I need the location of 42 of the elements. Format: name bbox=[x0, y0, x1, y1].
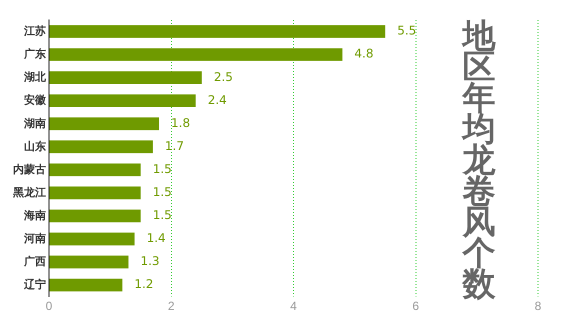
bar bbox=[50, 232, 135, 246]
x-tick-label: 2 bbox=[168, 299, 175, 314]
y-tick-label: 辽宁 bbox=[23, 278, 46, 292]
y-tick-label: 安徽 bbox=[24, 94, 47, 107]
bar bbox=[50, 117, 160, 130]
data-label: 2.5 bbox=[214, 70, 233, 84]
bar bbox=[50, 48, 342, 61]
x-tick-label: 8 bbox=[534, 299, 542, 314]
y-tick-label: 山东 bbox=[24, 140, 46, 153]
data-label: 4.8 bbox=[354, 46, 374, 61]
bar bbox=[50, 163, 141, 176]
data-label: 1.5 bbox=[152, 185, 172, 199]
bar bbox=[50, 210, 141, 222]
bar bbox=[50, 94, 196, 108]
bar bbox=[50, 256, 128, 268]
data-label: 1.8 bbox=[171, 116, 190, 130]
data-label: 1.2 bbox=[134, 277, 154, 292]
data-label: 1.5 bbox=[152, 162, 172, 176]
y-tick-label: 广东 bbox=[23, 48, 46, 61]
bar bbox=[50, 25, 386, 38]
y-tick-label: 湖北 bbox=[23, 70, 47, 84]
bar bbox=[50, 186, 141, 200]
x-tick-label: 0 bbox=[46, 299, 53, 314]
x-tick-label: 6 bbox=[412, 299, 420, 314]
bar bbox=[50, 71, 202, 84]
y-tick-label: 海南 bbox=[23, 208, 46, 222]
data-label: 1.3 bbox=[140, 254, 160, 268]
data-label: 5.5 bbox=[397, 24, 416, 38]
y-tick-label: 内蒙古 bbox=[13, 162, 46, 176]
y-tick-label: 黑龙江 bbox=[12, 186, 46, 199]
y-tick-label: 湖南 bbox=[23, 116, 46, 130]
y-tick-label: 广西 bbox=[23, 255, 46, 268]
chart-title: 地区年均龙卷风个数 bbox=[462, 16, 496, 303]
data-label: 1.7 bbox=[164, 138, 184, 153]
data-label: 2.4 bbox=[208, 92, 227, 107]
bar bbox=[50, 140, 153, 154]
data-label: 1.5 bbox=[152, 208, 172, 222]
data-label: 1.4 bbox=[146, 231, 166, 246]
y-tick-label: 江苏 bbox=[23, 24, 46, 38]
y-tick-label: 河南 bbox=[23, 232, 46, 246]
bar bbox=[50, 278, 122, 292]
x-tick-label: 4 bbox=[290, 299, 298, 314]
